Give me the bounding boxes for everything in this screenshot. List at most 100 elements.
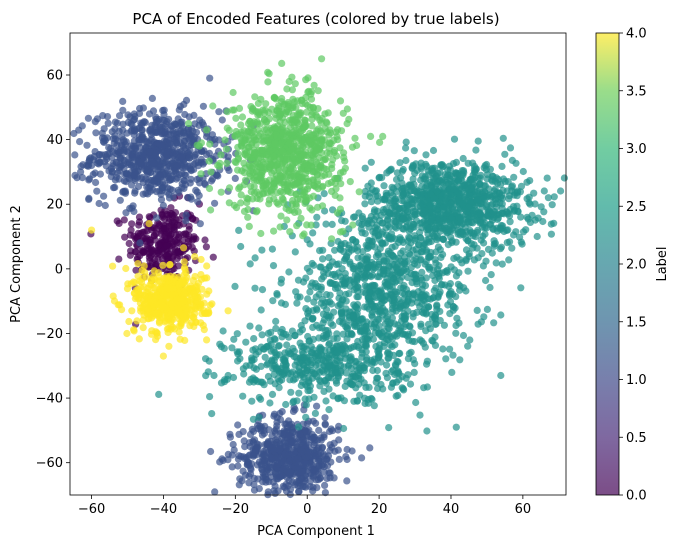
data-point bbox=[522, 226, 530, 234]
data-point bbox=[202, 243, 210, 251]
data-point bbox=[368, 258, 376, 267]
data-point bbox=[430, 195, 438, 203]
data-point bbox=[342, 453, 350, 461]
data-point bbox=[517, 182, 526, 190]
data-point bbox=[294, 179, 302, 187]
data-point bbox=[336, 194, 344, 202]
data-point bbox=[361, 200, 369, 208]
data-point bbox=[264, 359, 272, 367]
data-point bbox=[317, 164, 325, 172]
data-point bbox=[292, 169, 300, 178]
data-point bbox=[304, 167, 312, 175]
data-point bbox=[201, 236, 209, 244]
data-point bbox=[268, 454, 276, 462]
data-point bbox=[508, 244, 516, 252]
data-point bbox=[292, 353, 300, 361]
data-point bbox=[434, 234, 442, 242]
data-point bbox=[111, 132, 119, 140]
data-point bbox=[215, 108, 223, 116]
data-point bbox=[320, 463, 328, 471]
data-point bbox=[448, 182, 456, 190]
data-point bbox=[400, 197, 408, 205]
data-point bbox=[77, 168, 85, 176]
data-point bbox=[250, 486, 259, 494]
data-point bbox=[135, 136, 143, 144]
data-point bbox=[120, 216, 128, 224]
data-point bbox=[393, 330, 401, 338]
data-point bbox=[396, 234, 404, 242]
data-point bbox=[340, 257, 348, 265]
data-point bbox=[286, 439, 294, 447]
data-point bbox=[221, 136, 229, 144]
data-point bbox=[193, 175, 201, 184]
data-point bbox=[317, 434, 325, 442]
data-point bbox=[119, 120, 127, 128]
data-point bbox=[384, 318, 392, 326]
data-point bbox=[405, 336, 413, 344]
data-point bbox=[78, 122, 86, 130]
data-point bbox=[508, 156, 516, 164]
data-point bbox=[497, 221, 505, 230]
data-point bbox=[295, 109, 303, 117]
data-point bbox=[334, 136, 342, 144]
data-point bbox=[523, 213, 531, 221]
data-point bbox=[302, 413, 310, 421]
data-point bbox=[306, 352, 314, 360]
data-point bbox=[483, 160, 491, 169]
data-point bbox=[158, 142, 166, 150]
data-point bbox=[232, 159, 240, 167]
data-point bbox=[459, 331, 468, 340]
data-point bbox=[550, 219, 558, 227]
data-point bbox=[300, 230, 308, 238]
data-point bbox=[376, 244, 384, 252]
data-point bbox=[257, 174, 265, 182]
data-point bbox=[513, 188, 522, 197]
data-point bbox=[343, 120, 351, 128]
data-point bbox=[281, 300, 289, 308]
data-point bbox=[435, 272, 443, 280]
data-point bbox=[275, 384, 283, 392]
data-point bbox=[355, 188, 363, 196]
data-point bbox=[330, 335, 338, 343]
data-point bbox=[279, 188, 287, 196]
data-point bbox=[95, 199, 103, 208]
data-point bbox=[283, 85, 291, 93]
data-point bbox=[313, 213, 321, 221]
data-point bbox=[450, 135, 459, 143]
data-point bbox=[434, 265, 442, 273]
data-point bbox=[435, 290, 443, 298]
data-point bbox=[128, 307, 136, 315]
data-point bbox=[355, 380, 363, 388]
data-point bbox=[402, 138, 410, 146]
data-point bbox=[202, 372, 210, 380]
data-point bbox=[328, 279, 336, 287]
data-point bbox=[190, 235, 198, 243]
data-point bbox=[244, 132, 252, 140]
data-point bbox=[498, 200, 506, 208]
data-point bbox=[517, 213, 525, 221]
data-point bbox=[283, 216, 291, 224]
data-point bbox=[258, 246, 266, 254]
data-point bbox=[296, 430, 304, 438]
data-point bbox=[208, 175, 217, 183]
data-point bbox=[170, 136, 178, 144]
data-point bbox=[272, 324, 280, 333]
data-point bbox=[278, 59, 286, 67]
data-point bbox=[309, 417, 317, 425]
data-point bbox=[418, 219, 426, 227]
data-point bbox=[432, 312, 440, 320]
data-point bbox=[439, 184, 447, 192]
data-point bbox=[418, 300, 426, 308]
data-point bbox=[343, 445, 351, 454]
data-point bbox=[276, 473, 284, 481]
data-point bbox=[342, 274, 350, 282]
data-point bbox=[497, 371, 505, 380]
data-point bbox=[417, 192, 425, 200]
data-point bbox=[101, 201, 109, 210]
data-point bbox=[483, 305, 491, 313]
data-point bbox=[258, 331, 266, 339]
data-point bbox=[196, 220, 204, 228]
data-point bbox=[340, 149, 348, 157]
data-point bbox=[503, 239, 511, 247]
data-point bbox=[353, 293, 361, 301]
